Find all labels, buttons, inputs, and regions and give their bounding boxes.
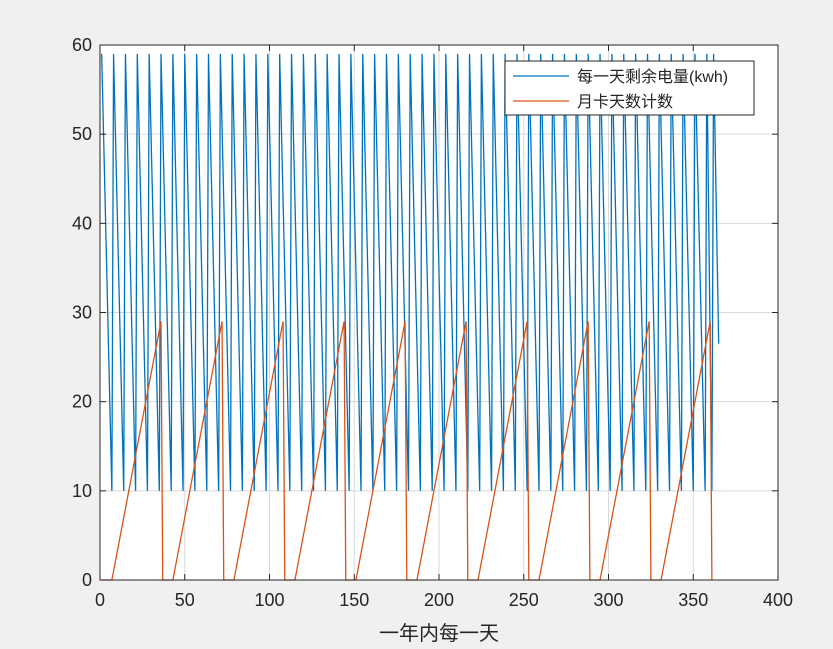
x-tick-label: 0: [95, 590, 105, 610]
x-tick-label: 400: [763, 590, 793, 610]
x-tick-label: 50: [175, 590, 195, 610]
y-tick-label: 10: [72, 481, 92, 501]
x-tick-label: 250: [509, 590, 539, 610]
series-line-1: [101, 53, 720, 491]
y-tick-label: 0: [82, 570, 92, 590]
legend-label-2: 月卡天数计数: [577, 93, 673, 111]
x-axis-label: 一年内每一天: [379, 622, 499, 644]
legend-box: [504, 60, 755, 116]
x-tick-label: 300: [593, 590, 623, 610]
x-tick-label: 350: [678, 590, 708, 610]
y-tick-label: 40: [72, 213, 92, 233]
y-tick-label: 50: [72, 124, 92, 144]
y-tick-label: 20: [72, 392, 92, 412]
x-tick-label: 150: [339, 590, 369, 610]
x-tick-label: 200: [424, 590, 454, 610]
legend: 每一天剩余电量(kwh) 月卡天数计数: [504, 60, 755, 116]
x-tick-label: 100: [254, 590, 284, 610]
y-tick-label: 30: [72, 303, 92, 323]
y-tick-label: 60: [72, 35, 92, 55]
axis-ticks: 0 50 100 150 200 250 300 350 400 0 10 20 30 40 50 60: [72, 35, 793, 610]
legend-label-1: 每一天剩余电量(kwh): [577, 67, 728, 86]
